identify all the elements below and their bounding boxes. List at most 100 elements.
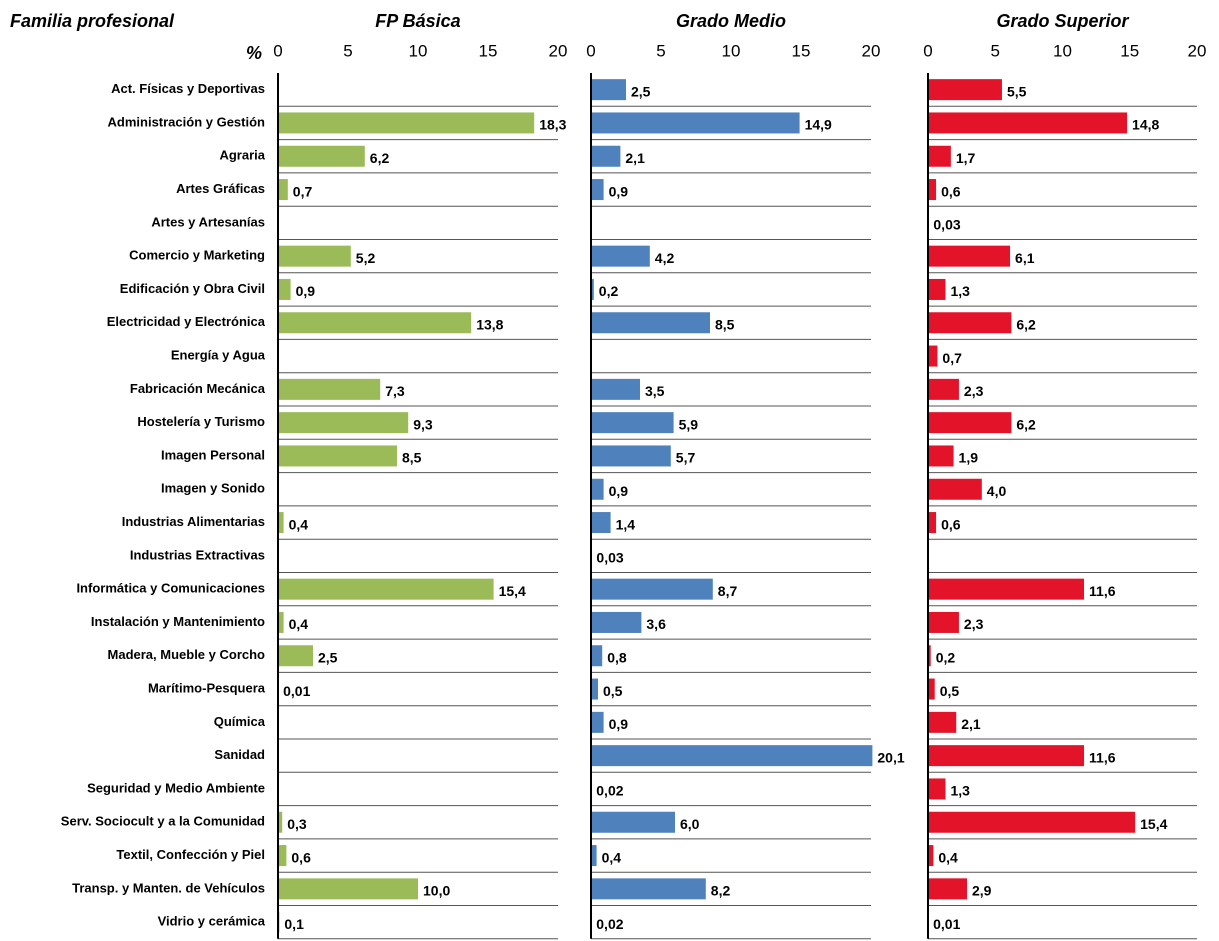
bar — [928, 179, 937, 201]
bar — [591, 112, 800, 134]
value-label: 0,5 — [603, 683, 623, 699]
value-label: 6,0 — [680, 816, 700, 832]
x-tick-label: 10 — [409, 41, 428, 60]
x-tick-label: 5 — [656, 41, 665, 60]
category-label: Administración y Gestión — [108, 114, 266, 129]
value-label: 1,3 — [950, 283, 970, 299]
bar — [278, 145, 365, 167]
bar — [591, 578, 713, 600]
value-label: 3,5 — [645, 383, 665, 399]
category-label: Edificación y Obra Civil — [120, 281, 265, 296]
category-label: Fabricación Mecánica — [130, 381, 266, 396]
value-label: 8,5 — [715, 316, 735, 332]
category-label: Vidrio y cerámica — [158, 914, 266, 929]
bar — [278, 645, 313, 667]
value-label: 10,0 — [423, 883, 450, 899]
category-label: Artes Gráficas — [176, 181, 265, 196]
value-label: 2,1 — [625, 150, 645, 166]
value-label: 0,4 — [938, 849, 958, 865]
category-label: Imagen y Sonido — [161, 481, 265, 496]
category-label: Textil, Confección y Piel — [116, 847, 265, 862]
value-label: 0,02 — [596, 916, 623, 932]
bar — [591, 378, 640, 400]
bar — [591, 179, 604, 201]
x-tick-label: 15 — [1120, 41, 1139, 60]
value-label: 0,9 — [609, 716, 629, 732]
x-tick-label: 20 — [549, 41, 568, 60]
value-label: 0,7 — [293, 183, 313, 199]
value-label: 0,9 — [609, 183, 629, 199]
value-label: 0,8 — [607, 649, 627, 665]
row-header: Familia profesional — [10, 11, 175, 31]
value-label: 0,7 — [942, 350, 962, 366]
bar — [278, 179, 288, 201]
value-label: 0,6 — [291, 849, 311, 865]
bar — [591, 79, 626, 101]
bar — [928, 611, 959, 633]
bar — [591, 512, 611, 534]
bar — [278, 278, 291, 300]
bar — [928, 412, 1012, 434]
x-tick-label: 15 — [792, 41, 811, 60]
x-tick-label: 10 — [722, 41, 741, 60]
bar — [591, 745, 873, 767]
category-label: Act. Físicas y Deportivas — [111, 81, 265, 96]
category-label: Imagen Personal — [161, 447, 265, 462]
value-label: 3,6 — [646, 616, 666, 632]
bar — [928, 645, 931, 667]
value-label: 0,9 — [609, 483, 629, 499]
value-label: 0,6 — [941, 183, 961, 199]
value-label: 4,0 — [987, 483, 1007, 499]
value-label: 0,01 — [933, 916, 960, 932]
category-label: Instalación y Mantenimiento — [91, 614, 265, 629]
value-label: 1,3 — [950, 783, 970, 799]
category-label: Industrias Extractivas — [130, 547, 265, 562]
bar — [928, 745, 1085, 767]
panel-title: Grado Superior — [996, 11, 1129, 31]
bar — [591, 678, 598, 700]
bar — [591, 445, 671, 467]
value-label: 13,8 — [476, 316, 503, 332]
value-label: 18,3 — [539, 117, 566, 133]
bar — [278, 578, 494, 600]
value-label: 2,3 — [964, 616, 984, 632]
value-label: 2,5 — [631, 83, 651, 99]
bar — [928, 845, 934, 867]
bar — [928, 79, 1002, 101]
bar — [278, 378, 381, 400]
bar — [278, 811, 283, 833]
value-label: 0,01 — [283, 683, 310, 699]
bar — [278, 445, 397, 467]
bar — [278, 512, 284, 534]
category-label: Artes y Artesanías — [151, 214, 265, 229]
bar — [278, 611, 284, 633]
bar — [928, 578, 1085, 600]
value-label: 0,2 — [936, 649, 956, 665]
bar — [928, 278, 946, 300]
bar — [591, 145, 621, 167]
bar — [278, 412, 409, 434]
value-label: 0,9 — [296, 283, 316, 299]
value-label: 11,6 — [1089, 749, 1116, 765]
value-label: 7,3 — [385, 383, 405, 399]
value-label: 0,2 — [599, 283, 619, 299]
value-label: 0,5 — [940, 683, 960, 699]
value-label: 14,9 — [805, 117, 832, 133]
bar — [278, 112, 535, 134]
value-label: 15,4 — [1140, 816, 1167, 832]
unit-label: % — [246, 43, 262, 63]
value-label: 20,1 — [877, 749, 904, 765]
value-label: 4,2 — [655, 250, 675, 266]
value-label: 2,5 — [318, 649, 338, 665]
value-label: 6,2 — [1016, 316, 1036, 332]
value-label: 5,7 — [676, 450, 696, 466]
x-tick-label: 0 — [273, 41, 282, 60]
bar — [928, 478, 982, 500]
value-label: 11,6 — [1089, 583, 1116, 599]
category-label: Energía y Agua — [171, 347, 266, 362]
category-label: Informática y Comunicaciones — [76, 581, 265, 596]
category-label: Electricidad y Electrónica — [107, 314, 266, 329]
category-label: Madera, Mueble y Corcho — [108, 647, 266, 662]
category-label: Agraria — [219, 148, 265, 163]
x-tick-label: 0 — [586, 41, 595, 60]
